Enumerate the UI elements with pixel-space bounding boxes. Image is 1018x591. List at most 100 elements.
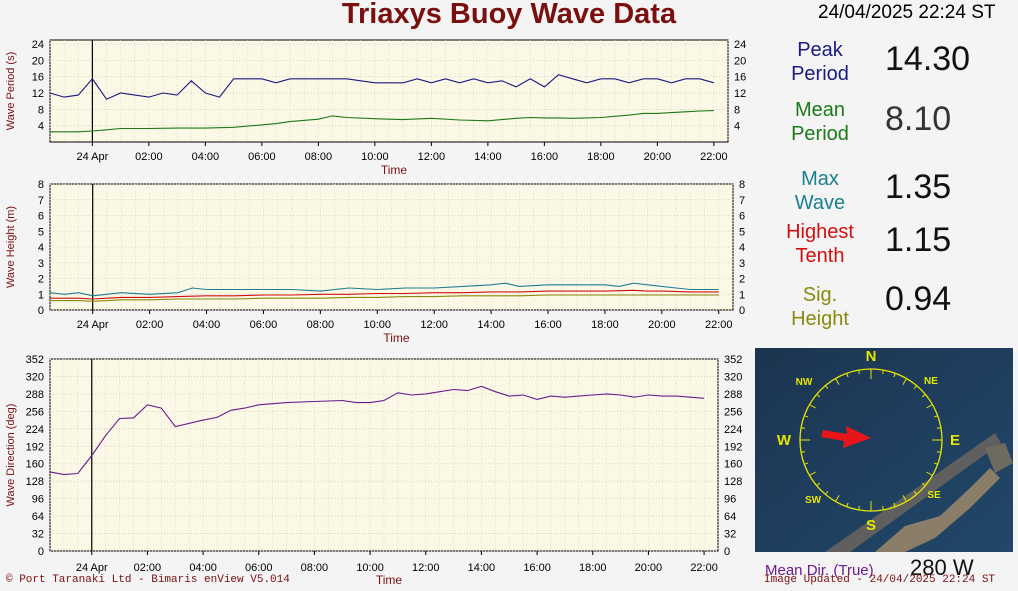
x-tick-label: 16:00 — [523, 562, 551, 574]
y-tick-label-right: 320 — [724, 371, 742, 383]
x-tick-label: 02:00 — [136, 319, 164, 331]
x-tick-label: 18:00 — [587, 151, 615, 163]
highest-tenth-label: Highest Tenth — [786, 221, 854, 267]
y-tick-label-right: 24 — [734, 39, 746, 51]
compass-tick — [816, 393, 820, 398]
x-tick-label: 14:00 — [474, 151, 502, 163]
compass-tick — [882, 505, 884, 511]
mean-period-value: 8.10 — [885, 100, 952, 138]
y-tick-label-left: 256 — [26, 406, 44, 418]
y-tick-label-right: 4 — [734, 121, 740, 133]
sig-height-value: 0.94 — [885, 280, 952, 318]
wave-direction-chart: 0 0 32 32 64 64 96 96 128 128 160 160 192 192 224 224 25… — [5, 354, 742, 587]
x-tick-label: 20:00 — [648, 319, 676, 331]
y-tick-label-right: 7 — [739, 195, 745, 207]
x-tick-label: 06:00 — [248, 151, 276, 163]
y-tick-label-right: 5 — [739, 226, 745, 238]
y-tick-label-right: 2 — [739, 274, 745, 286]
y-tick-label-right: 6 — [739, 211, 745, 223]
x-tick-label: 22:00 — [700, 151, 728, 163]
y-tick-label-left: 64 — [32, 511, 44, 523]
y-tick-label-right: 192 — [724, 441, 742, 453]
compass-rose: N S W E NW NE SW SE — [755, 348, 1013, 552]
x-tick-label: 22:00 — [705, 319, 733, 331]
compass-tick — [922, 393, 926, 398]
wave-direction-arrow-icon — [821, 426, 871, 448]
compass-tick — [882, 369, 884, 375]
breakwater-shape — [825, 433, 1001, 552]
max-wave-label: Max Wave — [794, 168, 846, 214]
y-tick-label-left: 224 — [26, 424, 44, 436]
x-tick-label: 08:00 — [307, 319, 335, 331]
y-tick-label-left: 4 — [38, 242, 44, 254]
y-tick-label-left: 352 — [26, 354, 44, 366]
y-tick-label-left: 12 — [32, 88, 44, 100]
compass-tick — [902, 378, 907, 385]
x-tick-label: 10:00 — [361, 151, 389, 163]
x-axis-label: Time — [376, 573, 403, 587]
compass-tick — [922, 482, 926, 487]
compass-tick — [936, 451, 942, 453]
y-tick-label-right: 352 — [724, 354, 742, 366]
compass-sw-label: SW — [805, 495, 822, 506]
y-tick-label-left: 4 — [38, 121, 44, 133]
y-tick-label-left: 8 — [38, 104, 44, 116]
x-tick-label: 04:00 — [192, 151, 220, 163]
current-datetime: 24/04/2025 22:24 ST — [818, 2, 996, 23]
x-tick-label: 06:00 — [250, 319, 278, 331]
compass-tick — [800, 427, 806, 429]
land-shape — [985, 443, 1013, 473]
compass-tick — [933, 415, 938, 418]
copyright-footer: © Port Taranaki Ltd - Bimaris enView V5.… — [6, 574, 290, 586]
compass-tick — [913, 385, 918, 389]
y-tick-label-left: 128 — [26, 476, 44, 488]
compass-tick — [804, 415, 809, 418]
x-axis-label: Time — [381, 163, 408, 177]
compass-tick — [824, 385, 829, 389]
x-tick-label: 08:00 — [305, 151, 333, 163]
image-updated-footer: Image Updated - 24/04/2025 22:24 ST — [764, 574, 996, 586]
x-tick-label: 16:00 — [531, 151, 559, 163]
y-tick-label-left: 1 — [38, 289, 44, 301]
y-tick-label-right: 128 — [724, 476, 742, 488]
compass-tick — [913, 491, 918, 495]
compass-tick — [846, 373, 849, 378]
wave-height-chart: 0 0 1 1 2 2 3 3 4 4 5 5 6 6 7 7 8 8 24 Apr 02:00 04:00 06:00 0… — [5, 179, 745, 344]
y-tick-label-right: 288 — [724, 389, 742, 401]
series-line-1 — [50, 110, 714, 133]
series-line-0 — [49, 282, 719, 297]
y-tick-label-right: 20 — [734, 55, 746, 67]
wave-period-chart: 4 4 8 8 12 12 16 16 20 20 24 24 24 Apr 02:00 04:00 06:0… — [5, 39, 746, 177]
shore-shape — [875, 468, 1000, 552]
y-axis-label: Wave Period (s) — [5, 52, 17, 130]
compass-nw-label: NW — [796, 377, 813, 388]
y-tick-label-left: 3 — [38, 258, 44, 270]
x-tick-label: 24 Apr — [76, 151, 108, 163]
series-line-1 — [50, 289, 719, 300]
y-tick-label-left: 96 — [32, 494, 44, 506]
x-tick-label: 18:00 — [591, 319, 619, 331]
x-tick-label: 06:00 — [245, 562, 273, 574]
mean-period-label: Mean Period — [791, 99, 849, 145]
x-tick-label: 08:00 — [301, 562, 329, 574]
peak-period-label: Peak Period — [791, 39, 849, 85]
y-tick-label-left: 8 — [38, 179, 44, 191]
compass-e-label: E — [950, 432, 960, 449]
y-tick-label-right: 8 — [739, 179, 745, 191]
compass-tick — [936, 427, 942, 429]
sig-height-label: Sig. Height — [791, 284, 849, 330]
compass-tick — [809, 471, 816, 476]
y-tick-label-left: 2 — [38, 274, 44, 286]
compass-tick — [902, 495, 907, 502]
x-tick-label: 22:00 — [690, 562, 718, 574]
compass-tick — [926, 471, 933, 476]
compass-tick — [926, 404, 933, 409]
x-tick-label: 04:00 — [193, 319, 221, 331]
y-tick-label-right: 32 — [724, 529, 736, 541]
compass-tick — [858, 369, 860, 375]
y-tick-label-right: 8 — [734, 104, 740, 116]
compass-se-label: SE — [927, 490, 941, 501]
y-tick-label-left: 16 — [32, 72, 44, 84]
x-tick-label: 14:00 — [477, 319, 505, 331]
compass-tick — [809, 404, 816, 409]
